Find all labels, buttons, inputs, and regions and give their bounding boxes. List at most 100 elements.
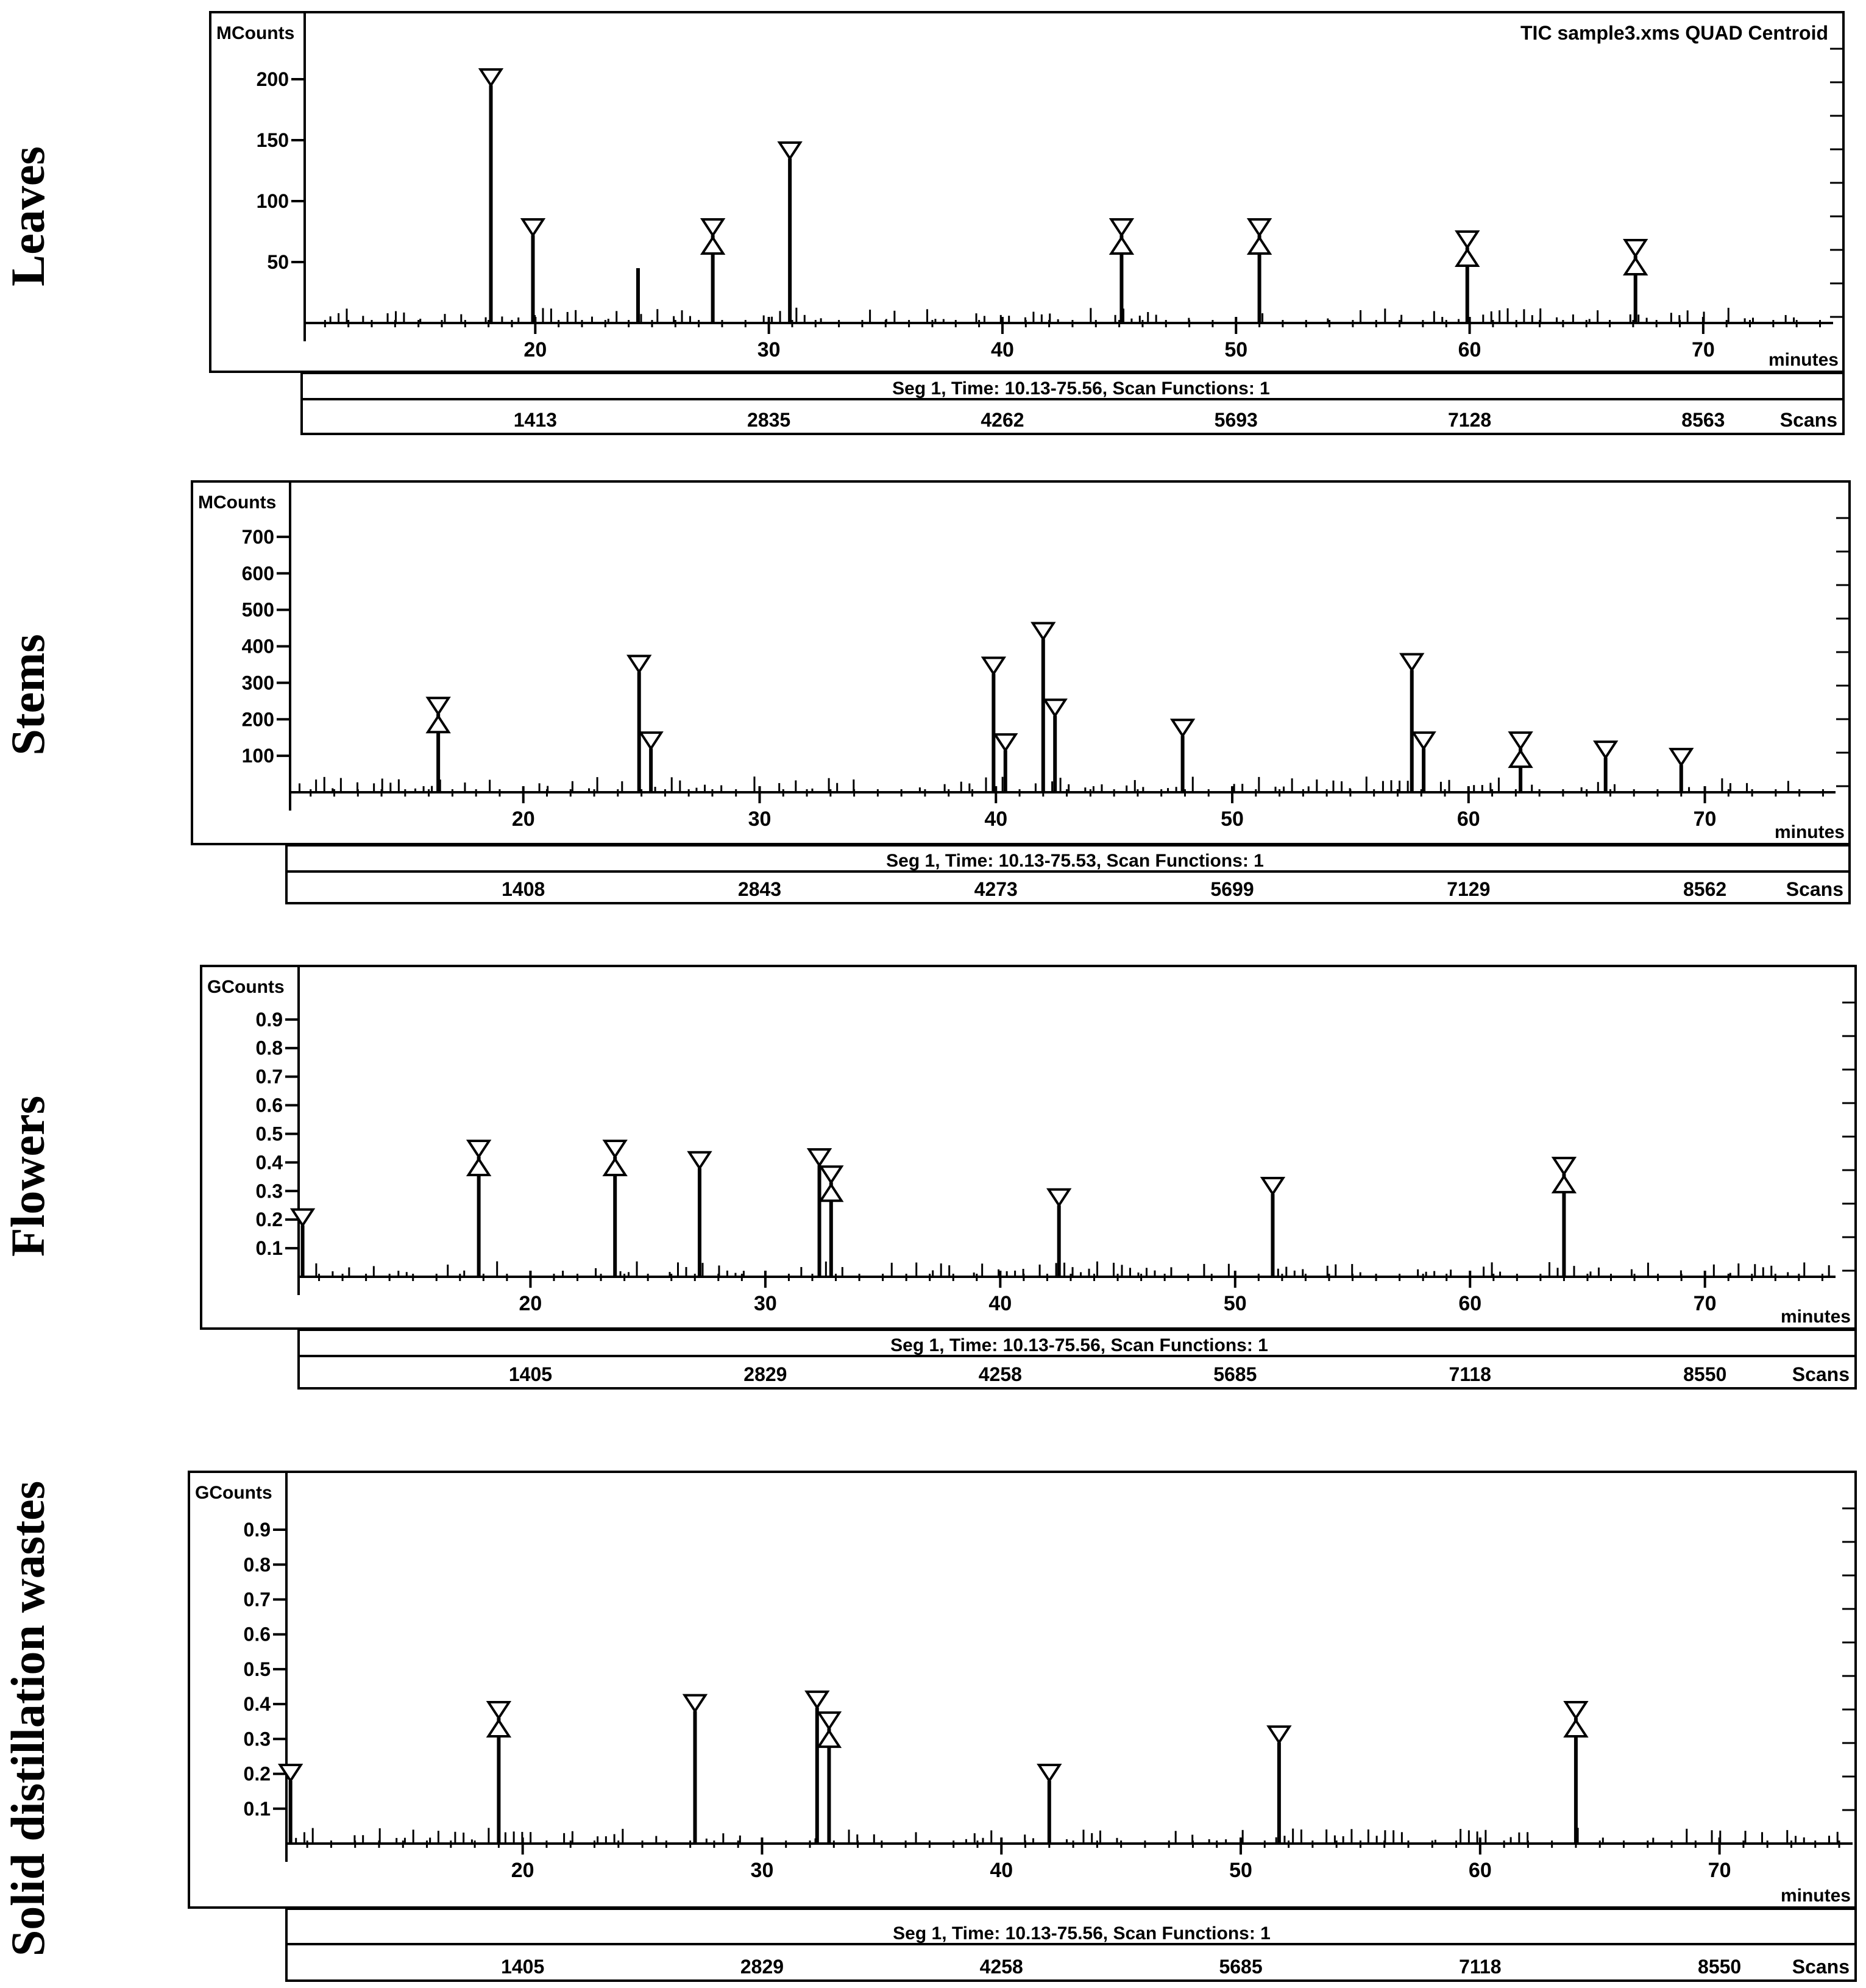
x-axis-label: minutes [1768, 350, 1839, 370]
y-tick-label: 0.2 [256, 1209, 283, 1230]
scan-label: 1405 [501, 1956, 544, 1978]
peak-marker-down [520, 218, 546, 238]
x-tick-label: 70 [1694, 808, 1717, 831]
peak-marker-down [806, 1148, 832, 1168]
x-tick-label: 60 [1457, 808, 1480, 831]
y-tick-label: 0.7 [244, 1588, 271, 1610]
y-tick-label: 400 [242, 636, 274, 658]
peak-marker-up [1551, 1174, 1577, 1194]
peak-marker-up [486, 1718, 512, 1738]
peak-marker-down [1046, 1188, 1072, 1208]
x-axis-label: minutes [1775, 822, 1845, 842]
peak-marker-up [1109, 235, 1135, 255]
y-tick-label: 0.2 [244, 1763, 271, 1785]
scan-label: 7129 [1447, 878, 1490, 900]
scan-label: 5685 [1213, 1363, 1257, 1385]
x-tick-label: 20 [512, 808, 535, 831]
scans-bar [300, 398, 1845, 435]
scans-bar [297, 1355, 1857, 1390]
scan-label: 5693 [1215, 409, 1258, 431]
x-tick-label: 60 [1458, 338, 1481, 361]
peak-marker-down [981, 656, 1007, 676]
peak-marker-down [687, 1151, 712, 1171]
scan-label: 1413 [514, 409, 557, 431]
scan-label: 1405 [509, 1363, 552, 1385]
peak-marker-down [602, 1139, 628, 1159]
y-tick-label: 50 [267, 251, 289, 273]
peak-marker-down [638, 731, 664, 751]
peak-marker-down [700, 218, 726, 238]
sample-label: Leaves [1, 146, 54, 286]
scan-label: 8563 [1681, 409, 1725, 431]
chart-title: TIC sample3.xms QUAD Centroid [1520, 22, 1828, 44]
peak-marker-down [804, 1690, 830, 1710]
chart-panel-1: Leaves MCounts 50 100 150 200 20 30 40 50 60 70 minu… [1, 11, 1845, 435]
peak-marker-down [1037, 1764, 1062, 1783]
peak-marker-down [1623, 239, 1648, 258]
y-tick-label: 700 [242, 526, 274, 548]
x-tick-label: 30 [754, 1292, 777, 1315]
peak-marker-down [1551, 1157, 1577, 1176]
segment-text: Seg 1, Time: 10.13-75.56, Scan Functions… [892, 378, 1270, 399]
x-axis-label: minutes [1781, 1886, 1851, 1906]
x-tick-label: 70 [1692, 338, 1715, 361]
peak-marker-down [1260, 1176, 1286, 1196]
scan-label: 4258 [980, 1956, 1023, 1978]
peak-marker-up [700, 235, 726, 255]
peak-marker-down [1593, 740, 1619, 760]
sample-label: Solid distillation wastes [1, 1481, 54, 1956]
y-tick-label: 0.3 [256, 1180, 283, 1202]
peak-marker-down [1399, 653, 1425, 673]
chart-panel-3: Flowers GCounts 0.1 0.2 0.3 0.4 0.5 0.6 0.7 0.8 0.… [1, 965, 1857, 1390]
peak-marker-down [277, 1764, 303, 1783]
segment-text: Seg 1, Time: 10.13-75.56, Scan Functions… [890, 1335, 1268, 1355]
x-tick-label: 50 [1221, 808, 1244, 831]
peak-marker-up [466, 1157, 492, 1176]
peak-marker-up [1623, 256, 1648, 275]
peak-marker-down [478, 68, 504, 88]
scans-axis-label: Scans [1792, 1363, 1850, 1385]
chart-panel-2: Stems MCounts 100 200 300 400 500 600 700 20 30 40 5… [1, 480, 1851, 904]
x-tick-label: 70 [1708, 1859, 1731, 1882]
peak-marker-down [816, 1711, 842, 1731]
y-tick-label: 500 [242, 599, 274, 621]
peak-marker-down [1455, 230, 1480, 250]
peak-marker-down [486, 1701, 512, 1720]
y-tick-label: 0.6 [256, 1095, 283, 1116]
scans-axis-label: Scans [1786, 878, 1843, 900]
peak-marker-up [1508, 748, 1533, 769]
y-tick-label: 100 [242, 745, 274, 767]
peak-marker-up [1455, 247, 1480, 267]
y-unit-label: MCounts [198, 492, 276, 513]
x-tick-label: 20 [523, 338, 547, 361]
scan-label: 8550 [1683, 1363, 1726, 1385]
y-tick-label: 0.9 [244, 1519, 271, 1541]
x-tick-label: 50 [1224, 338, 1247, 361]
x-tick-label: 70 [1694, 1292, 1717, 1315]
y-tick-label: 0.1 [256, 1237, 283, 1259]
y-tick-label: 100 [257, 190, 289, 212]
scan-label: 5699 [1210, 878, 1254, 900]
scan-label: 2829 [740, 1956, 784, 1978]
x-tick-label: 30 [751, 1859, 774, 1882]
x-tick-label: 50 [1224, 1292, 1247, 1315]
scan-label: 2843 [738, 878, 781, 900]
peak-marker-up [602, 1157, 628, 1176]
y-tick-label: 0.5 [244, 1658, 271, 1680]
x-tick-label: 20 [519, 1292, 542, 1315]
x-tick-label: 40 [990, 1859, 1013, 1882]
y-tick-label: 0.6 [244, 1624, 271, 1645]
scan-label: 8562 [1683, 878, 1726, 900]
scan-label: 4262 [981, 409, 1024, 431]
x-axis-label: minutes [1781, 1307, 1851, 1327]
peak-marker-up [425, 714, 451, 734]
y-tick-label: 0.1 [244, 1798, 271, 1820]
y-unit-label: GCounts [195, 1483, 272, 1503]
scan-label: 7128 [1448, 409, 1491, 431]
segment-text: Seg 1, Time: 10.13-75.53, Scan Functions… [886, 851, 1264, 871]
x-tick-label: 50 [1229, 1859, 1252, 1882]
peak-marker-down [777, 141, 803, 161]
y-unit-label: GCounts [207, 977, 285, 997]
peak-marker-up [818, 1182, 844, 1202]
peak-marker-down [466, 1139, 492, 1159]
